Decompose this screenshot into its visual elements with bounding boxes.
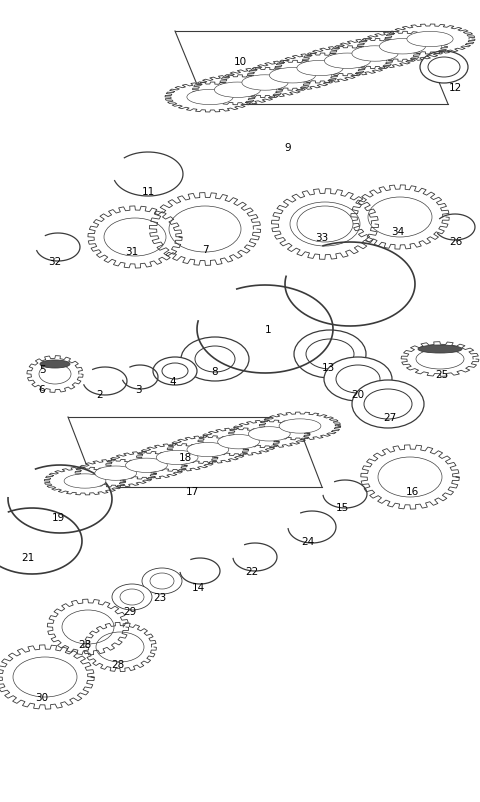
Ellipse shape — [306, 339, 354, 370]
Ellipse shape — [153, 358, 197, 386]
Text: 3: 3 — [135, 384, 141, 395]
Ellipse shape — [364, 448, 456, 508]
Ellipse shape — [269, 68, 316, 84]
Ellipse shape — [297, 61, 343, 77]
Text: 17: 17 — [185, 486, 199, 496]
Ellipse shape — [388, 26, 472, 54]
Ellipse shape — [251, 63, 335, 90]
Ellipse shape — [215, 83, 261, 99]
Ellipse shape — [126, 459, 168, 473]
Text: 34: 34 — [391, 227, 405, 237]
Text: 2: 2 — [96, 390, 103, 399]
Text: 30: 30 — [36, 692, 48, 702]
Ellipse shape — [156, 451, 198, 465]
Ellipse shape — [150, 573, 174, 589]
Ellipse shape — [40, 361, 70, 369]
Text: 18: 18 — [179, 452, 192, 463]
Ellipse shape — [379, 39, 426, 55]
Ellipse shape — [279, 419, 321, 434]
Ellipse shape — [47, 468, 123, 494]
Text: 19: 19 — [51, 512, 65, 522]
Text: 4: 4 — [170, 376, 176, 387]
Ellipse shape — [168, 84, 252, 111]
Text: 16: 16 — [406, 486, 419, 496]
Ellipse shape — [354, 188, 446, 248]
Text: 22: 22 — [245, 566, 259, 577]
Ellipse shape — [181, 338, 249, 382]
Text: 14: 14 — [192, 582, 204, 592]
Ellipse shape — [112, 585, 152, 610]
Text: 13: 13 — [322, 363, 335, 373]
Ellipse shape — [418, 346, 462, 354]
Ellipse shape — [248, 427, 290, 441]
Ellipse shape — [223, 70, 307, 97]
Ellipse shape — [86, 624, 154, 670]
Text: 28: 28 — [78, 639, 92, 649]
Ellipse shape — [336, 366, 380, 394]
Ellipse shape — [305, 47, 389, 75]
Ellipse shape — [324, 358, 392, 402]
Ellipse shape — [170, 437, 246, 463]
Text: 9: 9 — [285, 143, 291, 153]
Text: 8: 8 — [212, 367, 218, 376]
Ellipse shape — [95, 467, 137, 480]
Ellipse shape — [324, 54, 371, 69]
Ellipse shape — [108, 452, 184, 479]
Ellipse shape — [333, 40, 417, 68]
Ellipse shape — [420, 52, 468, 84]
Text: 23: 23 — [154, 592, 167, 602]
Text: 27: 27 — [384, 412, 396, 423]
Ellipse shape — [187, 90, 233, 106]
Ellipse shape — [78, 460, 154, 487]
Ellipse shape — [262, 414, 338, 439]
Ellipse shape — [195, 77, 279, 104]
Ellipse shape — [407, 32, 453, 47]
Text: 21: 21 — [22, 553, 35, 562]
Text: 10: 10 — [233, 57, 247, 67]
Text: 11: 11 — [142, 187, 155, 196]
Ellipse shape — [294, 330, 366, 379]
Ellipse shape — [404, 343, 476, 375]
Ellipse shape — [275, 192, 375, 257]
Ellipse shape — [195, 346, 235, 373]
Ellipse shape — [91, 209, 179, 267]
Ellipse shape — [50, 602, 126, 653]
Text: 12: 12 — [448, 83, 462, 93]
Ellipse shape — [360, 33, 444, 61]
Ellipse shape — [187, 443, 229, 457]
Text: 24: 24 — [301, 537, 314, 546]
Ellipse shape — [217, 435, 260, 449]
Ellipse shape — [0, 647, 91, 707]
Ellipse shape — [297, 207, 353, 243]
Text: 32: 32 — [48, 257, 61, 267]
Ellipse shape — [162, 363, 188, 379]
Text: 15: 15 — [336, 502, 348, 512]
Text: 31: 31 — [125, 247, 139, 257]
Ellipse shape — [352, 47, 398, 62]
Ellipse shape — [201, 429, 276, 456]
Ellipse shape — [364, 390, 412, 419]
Ellipse shape — [64, 474, 106, 488]
Ellipse shape — [352, 380, 424, 428]
Text: 25: 25 — [435, 370, 449, 379]
Text: 26: 26 — [449, 237, 463, 247]
Ellipse shape — [278, 55, 362, 83]
Text: 29: 29 — [123, 606, 137, 616]
Text: 6: 6 — [39, 384, 45, 395]
Text: 33: 33 — [315, 233, 329, 243]
Ellipse shape — [153, 196, 257, 264]
Ellipse shape — [139, 445, 215, 471]
Ellipse shape — [120, 589, 144, 606]
Ellipse shape — [231, 421, 307, 448]
Text: 1: 1 — [264, 325, 271, 334]
Ellipse shape — [242, 75, 288, 91]
Text: 5: 5 — [39, 365, 45, 375]
Text: 28: 28 — [111, 659, 125, 669]
Ellipse shape — [29, 358, 81, 391]
Ellipse shape — [428, 58, 460, 78]
Ellipse shape — [142, 569, 182, 594]
Text: 20: 20 — [351, 390, 365, 399]
Text: 7: 7 — [202, 245, 208, 255]
